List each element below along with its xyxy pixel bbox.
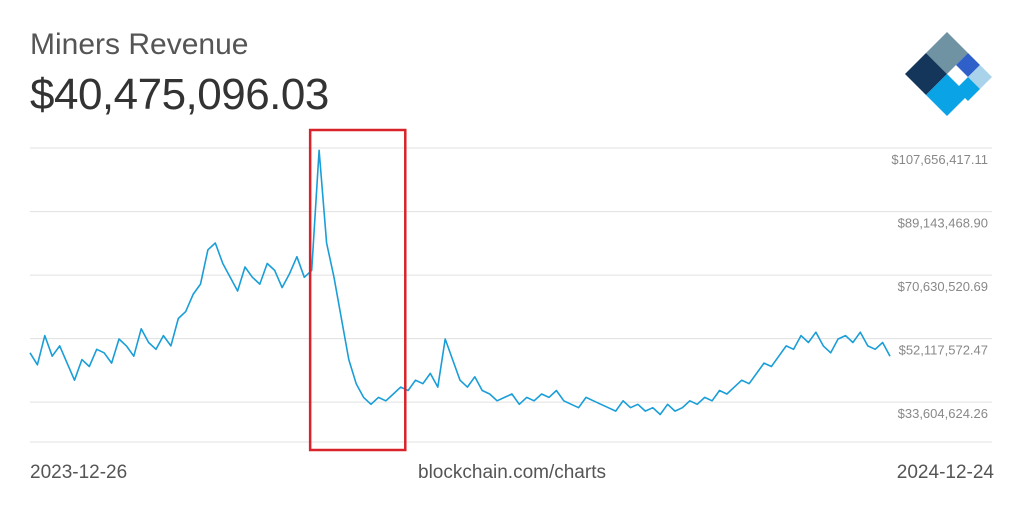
x-end-date: 2024-12-24: [896, 462, 994, 483]
y-tick-label-1: $89,143,468.90: [898, 216, 988, 231]
y-tick-label-2: $70,630,520.69: [898, 279, 988, 294]
y-axis-ticks: $107,656,417.11 $89,143,468.90 $70,630,520…: [891, 152, 988, 421]
current-value: $40,475,096.03: [30, 70, 329, 119]
highlight-box: [308, 128, 407, 452]
x-start-date: 2023-12-26: [30, 462, 128, 483]
page-title: Miners Revenue: [30, 28, 249, 61]
y-tick-label-0: $107,656,417.11: [891, 152, 988, 167]
y-tick-label-4: $33,604,624.26: [898, 406, 988, 421]
series-line-0: [29, 149, 891, 416]
chart-line-layer: [29, 149, 891, 416]
blockchain-logo-icon: [905, 32, 992, 116]
chart-grid: [30, 147, 992, 443]
y-tick-label-3: $52,117,572.47: [899, 343, 988, 358]
source-link[interactable]: blockchain.com/charts: [418, 462, 606, 483]
chart-highlight-layer: [308, 128, 407, 452]
